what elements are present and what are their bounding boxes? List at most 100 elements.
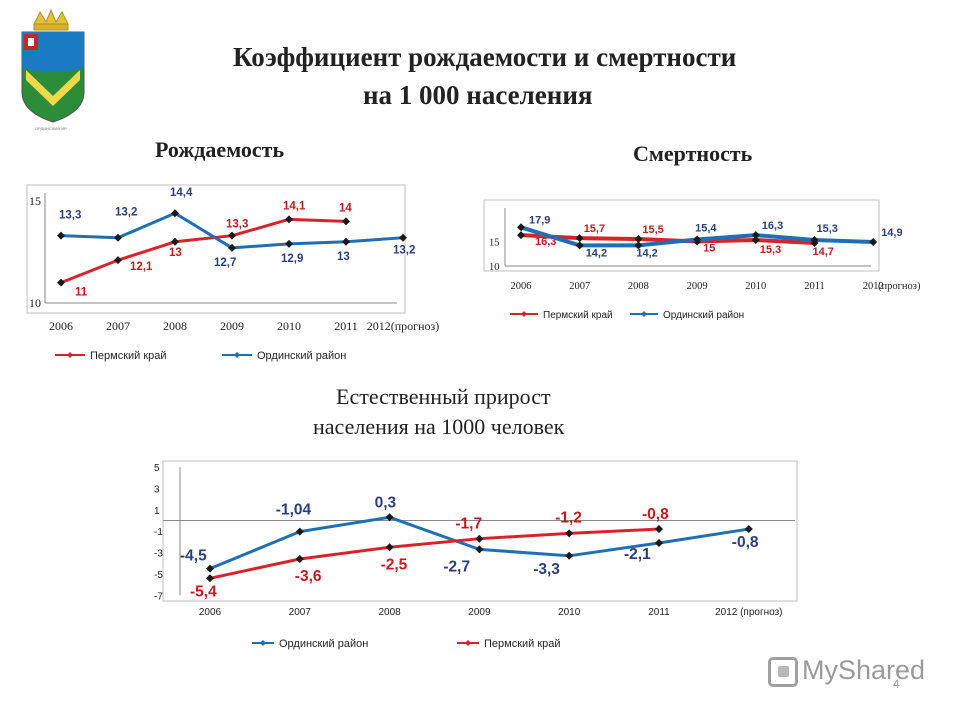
page-number: 4 [893, 677, 900, 691]
legend-marker [234, 352, 240, 358]
data-label: 13,3 [59, 210, 81, 222]
x-tick-label: 2009 [687, 281, 708, 292]
y-tick-label: 10 [489, 262, 500, 273]
legend-label: Ординский район [257, 350, 346, 362]
data-label: -2,1 [624, 546, 651, 563]
data-label: 16,3 [762, 220, 783, 232]
data-point [228, 243, 236, 252]
y-tick-label: -1 [154, 527, 163, 538]
data-point [342, 217, 350, 226]
y-tick-label: 15 [489, 238, 500, 249]
data-label: -1,7 [455, 516, 482, 533]
myshared-logo-icon [768, 656, 798, 687]
data-label: -1,2 [555, 509, 582, 526]
legend-marker [465, 640, 471, 646]
data-point [114, 256, 122, 265]
data-point [399, 233, 407, 242]
data-point [869, 237, 878, 246]
natural-growth-title-line1: Естественный прирост [336, 384, 551, 409]
x-tick-label: 2006 [49, 319, 73, 333]
x-tick-label: 2009 [220, 319, 244, 333]
data-label: 14,1 [283, 200, 306, 212]
data-point [342, 237, 350, 246]
data-point [751, 236, 760, 245]
data-point [517, 223, 525, 232]
data-label: 15,5 [642, 224, 663, 236]
plot-area-border [162, 460, 798, 602]
data-label: 15,7 [584, 223, 605, 235]
watermark: MyShared [768, 655, 925, 687]
data-label: -3,3 [533, 561, 560, 578]
y-tick-label: 5 [154, 463, 160, 474]
data-label: 14 [339, 202, 352, 214]
data-point [285, 239, 293, 248]
data-point [475, 545, 484, 554]
data-label: 15 [703, 243, 715, 255]
data-label: 13 [337, 251, 350, 263]
legend-marker [521, 311, 527, 317]
x-tick-label: 2012 [863, 281, 884, 292]
y-tick-label: 15 [29, 194, 41, 208]
legend-label: Ординский район [279, 638, 368, 650]
x-tick-label: 2011 [804, 281, 825, 292]
data-point [385, 543, 394, 552]
data-label: -0,8 [642, 506, 669, 523]
x-tick-label: 2010 [277, 319, 301, 333]
x-tick-label: 2007 [289, 607, 312, 618]
data-point [655, 525, 663, 534]
data-point [171, 237, 179, 246]
data-point [575, 241, 584, 250]
data-label: 12,7 [214, 257, 236, 269]
birth-chart-title: Рождаемость [155, 137, 285, 162]
data-label: 14,2 [586, 247, 607, 259]
x-tick-label: 2012(прогноз) [367, 319, 440, 333]
x-axis-note: (прогноз) [878, 281, 921, 292]
data-label: 12,9 [281, 253, 303, 265]
y-tick-label: -7 [154, 591, 163, 602]
natural-growth-title-line2: населения на 1000 человек [313, 414, 565, 439]
legend-marker [641, 311, 647, 317]
y-tick-label: 3 [154, 484, 160, 495]
data-point [206, 564, 214, 573]
x-tick-label: 2007 [569, 281, 590, 292]
legend-label: Ординский район [663, 310, 744, 321]
x-tick-label: 2007 [106, 319, 130, 333]
x-tick-label: 2009 [468, 607, 491, 618]
series-line [60, 217, 347, 284]
x-tick-label: 2008 [163, 319, 187, 333]
data-label: 13 [169, 247, 182, 259]
data-label: 12,1 [130, 261, 153, 273]
x-tick-label: 2008 [378, 607, 401, 618]
data-label: 14,4 [170, 187, 193, 199]
data-point [295, 555, 304, 564]
x-tick-label: 2006 [511, 281, 532, 292]
x-tick-label: 2010 [745, 281, 766, 292]
data-point [810, 236, 819, 245]
data-point [693, 235, 702, 244]
logo-caption: ОРДИНСКИЙ МР [35, 126, 67, 131]
data-point [475, 534, 484, 543]
data-point [206, 574, 214, 583]
x-tick-label: 2008 [628, 281, 649, 292]
data-point [634, 235, 643, 244]
legend-label: Пермский край [543, 310, 613, 321]
data-label: 14,7 [813, 246, 834, 258]
data-point [57, 278, 65, 287]
data-point [285, 215, 293, 224]
data-label: -0,8 [732, 534, 759, 551]
y-tick-label: -3 [154, 549, 163, 560]
data-label: 15,4 [695, 223, 717, 235]
death-chart-title: Смертность [633, 141, 753, 166]
data-point [751, 231, 760, 240]
data-point [295, 527, 304, 536]
x-tick-label: 2012 (прогноз) [715, 607, 782, 618]
x-tick-label: 2011 [648, 607, 670, 618]
data-label: 15,3 [760, 244, 781, 256]
data-label: 15,3 [817, 223, 838, 235]
data-label: 16,3 [535, 236, 556, 248]
slide-title-line1: Коэффициент рождаемости и смертности [233, 42, 737, 72]
